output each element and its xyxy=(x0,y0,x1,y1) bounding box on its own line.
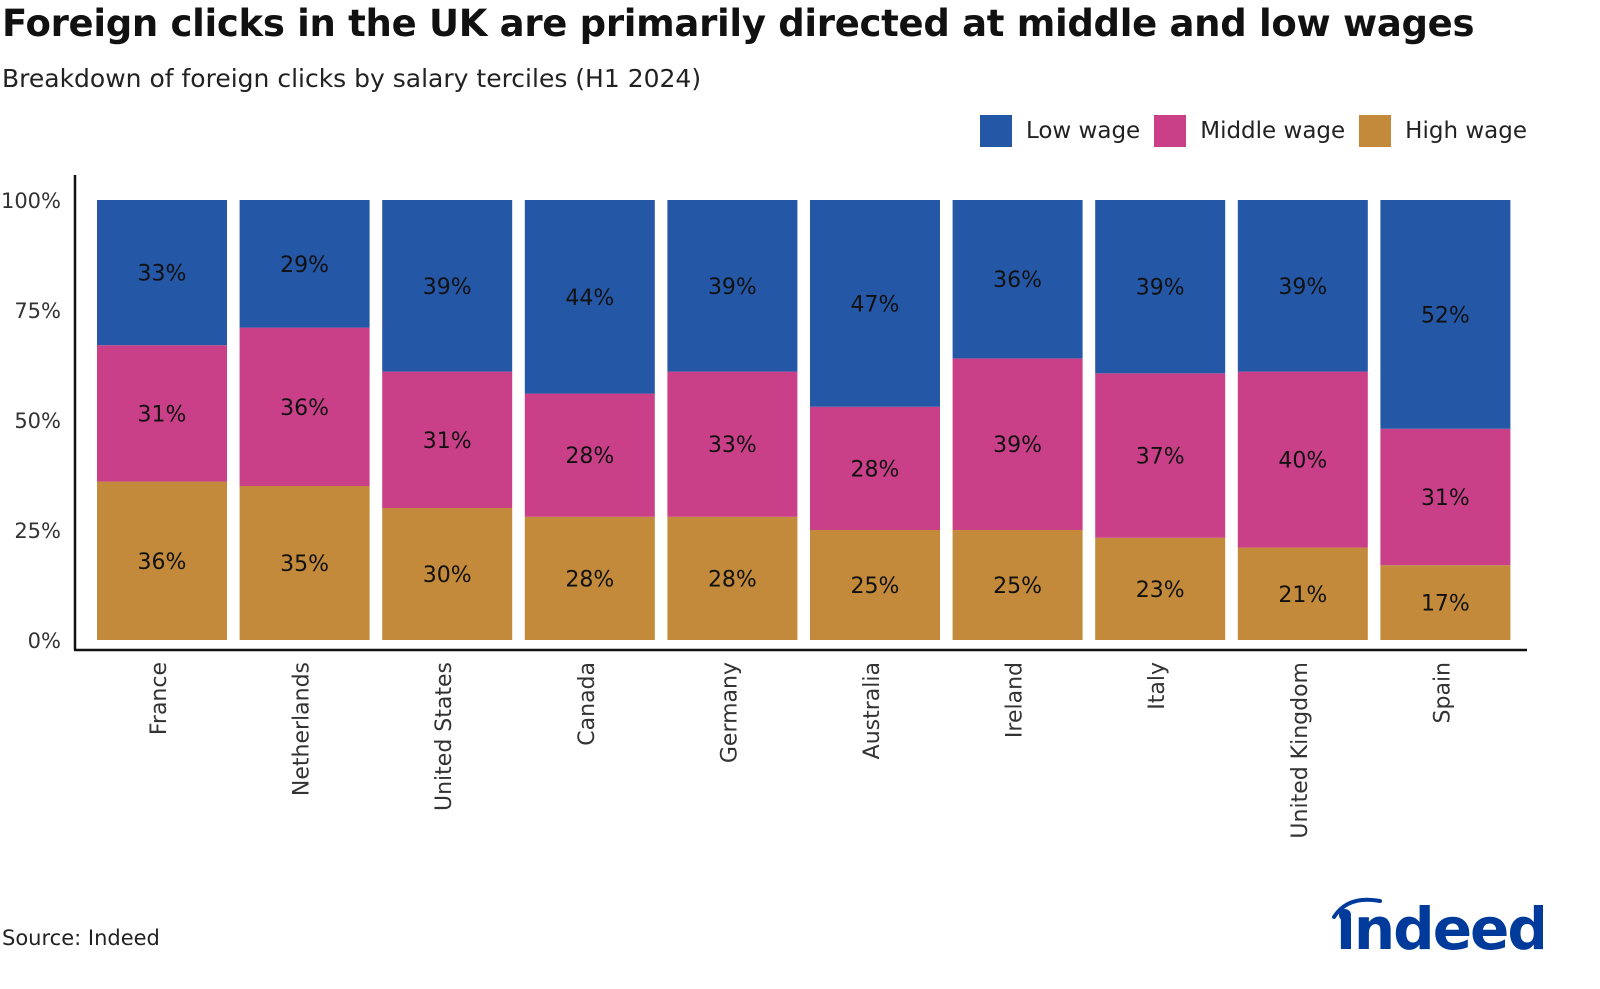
bar-segment xyxy=(1380,565,1511,640)
x-tick-label: Netherlands xyxy=(290,662,315,796)
data-label: 31% xyxy=(1421,486,1470,511)
bar-segment xyxy=(1095,200,1226,374)
legend-swatch xyxy=(1359,115,1392,147)
data-label: 28% xyxy=(851,457,900,482)
bar-segment xyxy=(810,530,940,640)
x-tick-label: Australia xyxy=(860,662,885,759)
x-tick-label: Ireland xyxy=(1003,662,1028,738)
bar-segment xyxy=(952,530,1083,640)
bar-segment xyxy=(524,200,655,394)
data-label: 28% xyxy=(565,444,614,469)
x-tick-label: France xyxy=(147,662,172,735)
legend-swatch xyxy=(1154,115,1187,147)
data-label: 47% xyxy=(851,292,900,317)
x-tick-label: United States xyxy=(432,662,457,811)
bar-segment xyxy=(524,393,655,517)
x-tick-label: United Kingdom xyxy=(1288,662,1313,839)
bar-segment xyxy=(667,200,798,372)
data-label: 33% xyxy=(708,433,757,458)
bar-segment xyxy=(667,516,798,640)
bar-segment xyxy=(1237,200,1368,372)
data-label: 31% xyxy=(138,402,187,427)
legend-item-low: Low wage xyxy=(979,115,1141,147)
data-label: 36% xyxy=(138,550,187,575)
data-label: 39% xyxy=(423,275,472,300)
data-label: 33% xyxy=(138,262,187,287)
legend-item-middle: Middle wage xyxy=(1154,115,1345,147)
bar-segment xyxy=(239,200,370,328)
data-label: 44% xyxy=(565,286,614,311)
data-label: 36% xyxy=(280,396,329,421)
bar-segment xyxy=(1380,428,1511,566)
x-tick-label: Italy xyxy=(1145,662,1170,710)
data-label: 39% xyxy=(1136,276,1185,301)
y-tick-label: 100% xyxy=(1,189,61,213)
data-label: 25% xyxy=(993,574,1042,599)
legend: Low wage Middle wage High wage xyxy=(979,115,1527,147)
bar-segment xyxy=(1380,200,1511,429)
y-tick-label: 0% xyxy=(28,629,61,653)
legend-label: Low wage xyxy=(1025,118,1141,144)
bar-segment xyxy=(952,200,1083,359)
bar-segment xyxy=(1237,371,1368,548)
x-tick-label: Germany xyxy=(717,662,742,763)
data-label: 17% xyxy=(1421,592,1470,617)
data-label: 21% xyxy=(1278,583,1327,608)
data-label: 35% xyxy=(280,552,329,577)
chart-title: Foreign clicks in the UK are primarily d… xyxy=(2,2,1475,45)
bar-segment xyxy=(952,358,1083,530)
data-label: 39% xyxy=(1278,275,1327,300)
data-label: 31% xyxy=(423,429,472,454)
data-label: 29% xyxy=(280,253,329,278)
svg-text:ındeed: ındeed xyxy=(1336,895,1543,955)
data-label: 40% xyxy=(1278,449,1327,474)
data-label: 30% xyxy=(423,563,472,588)
bar-segment xyxy=(97,345,227,482)
bar-segment xyxy=(97,481,227,640)
legend-item-high: High wage xyxy=(1359,115,1527,147)
bar-segment xyxy=(97,200,227,346)
data-label: 39% xyxy=(993,433,1042,458)
bar-segment xyxy=(239,486,370,640)
data-label: 28% xyxy=(565,567,614,592)
chart-subtitle: Breakdown of foreign clicks by salary te… xyxy=(2,64,702,93)
x-tick-label: Canada xyxy=(575,662,600,746)
bar-segment xyxy=(382,508,513,640)
bar-segment xyxy=(382,200,513,372)
x-tick-label: Spain xyxy=(1430,662,1455,723)
bar-segment xyxy=(1095,537,1226,640)
y-tick-label: 50% xyxy=(14,409,61,433)
data-label: 52% xyxy=(1421,303,1470,328)
legend-swatch xyxy=(979,115,1012,147)
bar-segment xyxy=(1237,547,1368,640)
data-label: 25% xyxy=(851,574,900,599)
data-label: 23% xyxy=(1136,578,1185,603)
bar-segment xyxy=(810,406,940,530)
y-tick-label: 25% xyxy=(14,519,61,543)
data-label: 36% xyxy=(993,268,1042,293)
bar-segment xyxy=(524,516,655,640)
bar-segment xyxy=(667,371,798,517)
data-label: 37% xyxy=(1136,445,1185,470)
legend-label: Middle wage xyxy=(1200,118,1346,144)
data-label: 28% xyxy=(708,567,757,592)
bar-segment xyxy=(1095,373,1226,538)
stacked-bar-chart: 0% 25% 50% 75% 100% 36% 31% 33% France 35% 36% 29% N… xyxy=(1,175,1527,839)
data-label: 39% xyxy=(708,275,757,300)
source-note: Source: Indeed xyxy=(2,926,160,950)
bar-segment xyxy=(239,327,370,486)
indeed-logo: ındeed xyxy=(1332,895,1543,955)
bar-segment xyxy=(382,371,513,508)
y-tick-label: 75% xyxy=(14,299,61,323)
legend-label: High wage xyxy=(1405,118,1527,144)
bar-segment xyxy=(810,200,940,407)
